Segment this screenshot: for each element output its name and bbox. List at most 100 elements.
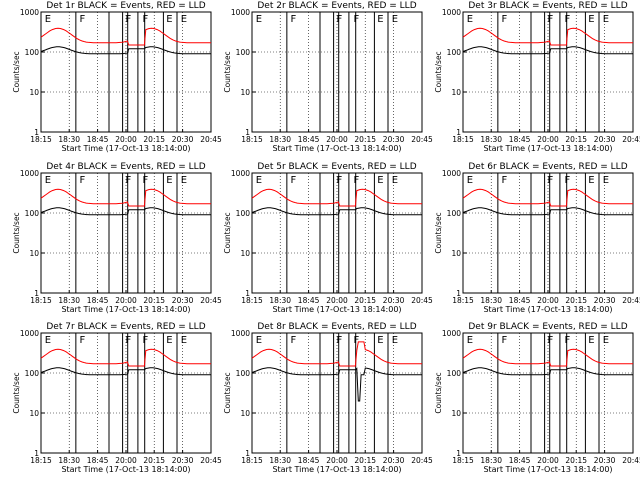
x-tick-label: 20:15 — [354, 135, 376, 144]
mode-marker: E — [603, 14, 609, 25]
x-tick-label: 20:15 — [565, 135, 587, 144]
events-series-line — [40, 367, 211, 376]
mode-marker: F — [547, 335, 553, 346]
mode-marker: F — [142, 14, 148, 25]
mode-marker: E — [588, 14, 594, 25]
y-tick-label: 1 — [456, 128, 461, 137]
panel-title: Det 8r BLACK = Events, RED = LLD — [257, 322, 416, 332]
x-tick-label: 20:00 — [537, 456, 559, 465]
x-tick-label: 18:45 — [87, 456, 109, 465]
lld-series-line — [40, 348, 211, 367]
mode-marker: F — [502, 175, 508, 186]
x-axis-label: Start Time (17-Oct-13 18:14:00) — [272, 465, 401, 474]
x-tick-label: 18:15 — [30, 456, 52, 465]
x-tick-label: 20:45 — [200, 135, 222, 144]
mode-marker: F — [547, 175, 553, 186]
mode-marker: E — [45, 14, 51, 25]
x-tick-label: 18:15 — [452, 135, 474, 144]
mode-marker: F — [336, 335, 342, 346]
mode-marker: F — [291, 335, 297, 346]
mode-marker: F — [80, 335, 86, 346]
x-tick-label: 20:45 — [200, 456, 222, 465]
x-tick-label: 20:15 — [565, 456, 587, 465]
mode-marker: F — [80, 14, 86, 25]
lld-series-line — [462, 188, 633, 207]
y-tick-label: 1000 — [231, 169, 250, 178]
mode-marker: F — [291, 175, 297, 186]
y-tick-label: 1000 — [442, 169, 461, 178]
x-tick-label: 18:15 — [241, 135, 263, 144]
mode-marker: F — [125, 175, 131, 186]
x-tick-label: 18:45 — [298, 456, 320, 465]
mode-marker: F — [353, 335, 359, 346]
x-tick-label: 20:15 — [354, 296, 376, 305]
y-tick-label: 1 — [34, 289, 39, 298]
mode-marker: E — [377, 14, 383, 25]
x-axis-label: Start Time (17-Oct-13 18:14:00) — [272, 144, 401, 153]
x-tick-label: 20:45 — [622, 296, 640, 305]
mode-marker: F — [564, 335, 570, 346]
y-tick-label: 100 — [25, 369, 40, 378]
y-tick-label: 10 — [240, 88, 250, 97]
x-tick-label: 20:45 — [622, 135, 640, 144]
events-series-line — [40, 207, 211, 216]
y-axis-label: Counts/sec — [434, 51, 443, 92]
x-tick-label: 20:30 — [383, 296, 405, 305]
y-tick-label: 10 — [29, 409, 39, 418]
y-axis-label: Counts/sec — [223, 372, 232, 413]
x-tick-label: 18:30 — [480, 135, 502, 144]
mode-marker: E — [256, 175, 262, 186]
x-axis-label: Start Time (17-Oct-13 18:14:00) — [483, 144, 612, 153]
x-tick-label: 20:00 — [537, 296, 559, 305]
mode-marker: F — [80, 175, 86, 186]
y-tick-label: 100 — [25, 209, 40, 218]
x-tick-label: 18:45 — [298, 135, 320, 144]
y-tick-label: 100 — [447, 209, 462, 218]
y-tick-label: 100 — [447, 369, 462, 378]
mode-marker: E — [467, 335, 473, 346]
x-tick-label: 18:45 — [298, 296, 320, 305]
y-axis-label: Counts/sec — [434, 212, 443, 253]
y-tick-label: 1 — [245, 449, 250, 458]
x-axis-label: Start Time (17-Oct-13 18:14:00) — [61, 144, 190, 153]
mode-marker: E — [603, 175, 609, 186]
lld-series-line — [462, 348, 633, 367]
events-series-line — [462, 46, 633, 55]
panel-title: Det 5r BLACK = Events, RED = LLD — [257, 162, 416, 172]
y-tick-label: 100 — [447, 48, 462, 57]
mode-marker: F — [353, 175, 359, 186]
mode-marker: E — [166, 335, 172, 346]
y-axis-label: Counts/sec — [223, 212, 232, 253]
panel-title: Det 6r BLACK = Events, RED = LLD — [468, 162, 627, 172]
mode-marker: E — [588, 175, 594, 186]
y-tick-label: 100 — [25, 48, 40, 57]
y-axis-label: Counts/sec — [12, 212, 21, 253]
lld-series-line — [40, 27, 211, 46]
x-tick-label: 18:15 — [30, 296, 52, 305]
mode-marker: E — [467, 14, 473, 25]
mode-marker: E — [45, 335, 51, 346]
lld-series-line — [251, 188, 422, 207]
x-tick-label: 18:30 — [269, 296, 291, 305]
x-tick-label: 20:45 — [411, 296, 433, 305]
mode-marker: F — [291, 14, 297, 25]
y-tick-label: 1000 — [231, 8, 250, 17]
x-tick-label: 20:45 — [622, 456, 640, 465]
x-axis-label: Start Time (17-Oct-13 18:14:00) — [272, 305, 401, 314]
x-tick-label: 18:30 — [480, 456, 502, 465]
mode-marker: E — [377, 335, 383, 346]
x-tick-label: 18:45 — [509, 296, 531, 305]
x-tick-label: 18:15 — [30, 135, 52, 144]
lld-series-line — [40, 188, 211, 207]
x-axis-label: Start Time (17-Oct-13 18:14:00) — [61, 465, 190, 474]
mode-marker: E — [181, 14, 187, 25]
y-axis-label: Counts/sec — [12, 372, 21, 413]
x-tick-label: 20:00 — [326, 296, 348, 305]
mode-marker: E — [392, 175, 398, 186]
mode-marker: E — [181, 335, 187, 346]
